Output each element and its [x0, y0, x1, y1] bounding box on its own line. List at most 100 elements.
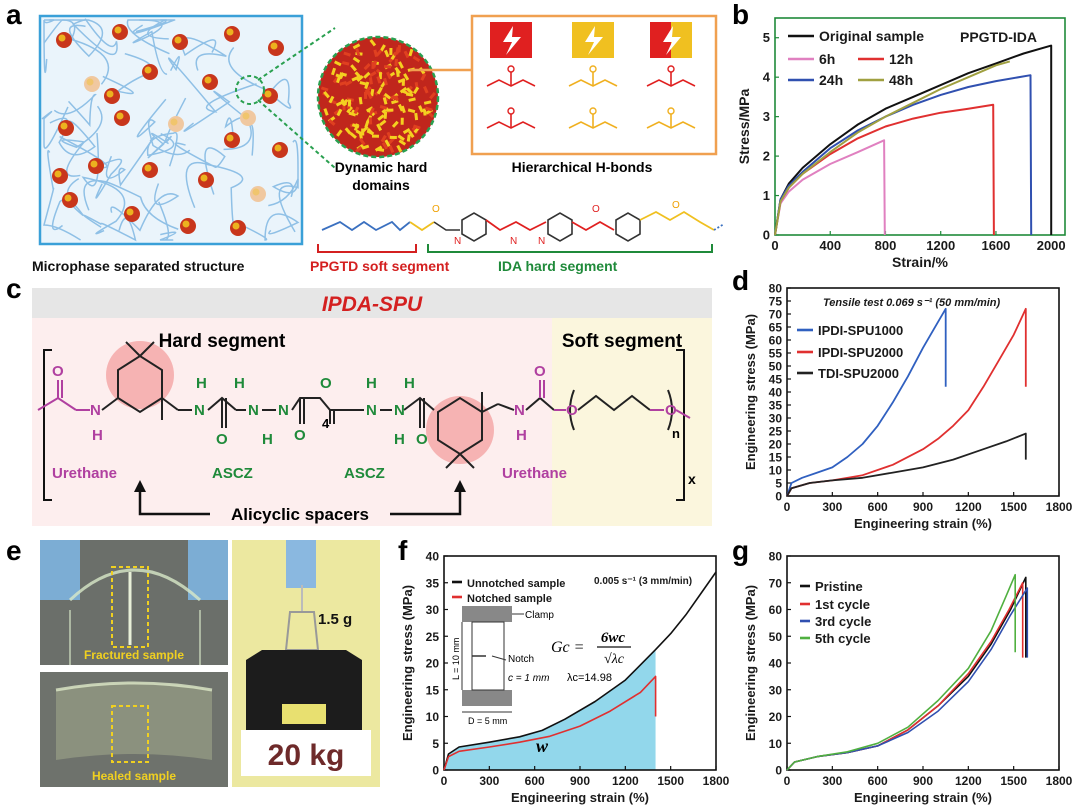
- svg-text:O: O: [534, 363, 546, 380]
- network-chain: [102, 52, 153, 95]
- panel-c: c IPDA-SPU Hard segment Soft segment x: [6, 273, 712, 526]
- x-tick-label: 600: [868, 774, 888, 788]
- sphere-bit: [408, 48, 414, 57]
- oxygen-atom: [589, 107, 597, 115]
- x-tick-label: 2000: [1037, 238, 1066, 253]
- sphere-bit: [383, 77, 388, 86]
- sphere-bit: [361, 125, 369, 133]
- y-tick-label: 75: [769, 295, 783, 309]
- sphere-bit: [355, 145, 363, 153]
- sphere-bit: [358, 137, 366, 146]
- svg-text:H: H: [262, 431, 273, 448]
- series-line: [774, 139, 886, 236]
- sphere-bit: [420, 73, 427, 81]
- caption-hbonds: Hierarchical H-bonds: [512, 159, 653, 175]
- sphere-bit: [423, 85, 429, 94]
- schematic-L: L = 10 mm: [451, 638, 461, 680]
- x-tick-label: 400: [819, 238, 841, 253]
- y-tick-label: 50: [769, 630, 783, 644]
- y-tick-label: 0: [432, 764, 439, 778]
- hard-domain-highlight: [90, 160, 98, 168]
- oxygen-atom: [507, 65, 515, 73]
- legend-label: IPDI-SPU1000: [818, 323, 903, 338]
- sphere-bit: [382, 97, 388, 105]
- ipda-atoms: O N H N H O N H H N O O N H N H O H N H …: [52, 363, 677, 448]
- y-tick-label: 25: [769, 425, 783, 439]
- y-tick-label: 30: [426, 603, 440, 617]
- sphere-bit: [336, 108, 343, 117]
- hbond-molecules: [486, 65, 696, 129]
- legend-label: 5th cycle: [815, 631, 871, 646]
- sphere-bit: [370, 88, 375, 97]
- network-chain: [53, 93, 97, 128]
- network-chain: [71, 18, 118, 56]
- sphere-bit: [364, 120, 370, 128]
- sphere-bit: [379, 119, 387, 127]
- sphere-bit: [412, 124, 421, 130]
- chart-annotation: Tensile test 0.069 s⁻¹ (50 mm/min): [823, 297, 1001, 309]
- mixed-bond-icon-red: [650, 22, 671, 58]
- legend-label: 3rd cycle: [815, 614, 871, 629]
- series-line: [786, 307, 947, 497]
- sphere-bit: [394, 66, 401, 75]
- svg-text:O: O: [592, 204, 600, 215]
- sphere-bit: [401, 78, 405, 86]
- panel-f: f 0 300 600 900 1200 1500 1800 0 5 10 15 20 25 30 35 40…: [398, 535, 730, 805]
- sphere-bit: [368, 117, 373, 125]
- hard-domain-highlight: [144, 164, 152, 172]
- sphere-bit: [378, 72, 382, 80]
- c-sub-4: 4: [322, 416, 330, 431]
- sphere-bit: [374, 145, 383, 152]
- sphere-bit: [429, 92, 436, 100]
- zoom-line-top: [257, 27, 336, 81]
- sphere-bit: [365, 106, 374, 113]
- hard-domain-highlight: [270, 42, 278, 50]
- c-soft-label: Soft segment: [562, 331, 683, 352]
- c-sub-n: n: [672, 426, 680, 441]
- soft-bracket: [317, 244, 417, 253]
- sphere-bit: [358, 131, 363, 139]
- sphere-bit: [412, 86, 420, 95]
- sphere-bit: [422, 108, 427, 116]
- network-chain: [110, 183, 180, 232]
- sphere-bit: [383, 92, 392, 100]
- panel-d: d 0 300 600 900 1200 1500 1800 0510152025303540…: [732, 265, 1073, 531]
- y-tick-label: 70: [769, 576, 783, 590]
- x-tick-label: 1800: [1046, 774, 1073, 788]
- sphere-bit: [383, 111, 388, 119]
- x-tick-label: 1200: [955, 500, 982, 514]
- panel-label-b: b: [732, 0, 749, 30]
- x-tick-label: 900: [913, 500, 933, 514]
- plot-frame: [786, 287, 1060, 497]
- sphere-bit: [364, 86, 372, 94]
- series-line: [786, 573, 1016, 771]
- chart-g: 0 300 600 900 1200 1500 1800 0 10 20 30 40 50 60 70 80 E…: [743, 550, 1073, 806]
- x-tick-label: 800: [875, 238, 897, 253]
- sphere-bit: [406, 134, 411, 142]
- y-tick-label: 15: [769, 451, 783, 465]
- chart-d: 0 300 600 900 1200 1500 1800 051015202530354045…: [743, 282, 1073, 532]
- sphere-bit: [418, 105, 424, 113]
- area-fill: [444, 649, 656, 770]
- sphere-bit: [355, 48, 361, 56]
- spacer-arrow-left: [138, 488, 210, 516]
- sphere-bit: [386, 108, 394, 112]
- panel-label-f: f: [398, 535, 408, 566]
- x-tick-label: 1200: [612, 774, 639, 788]
- sphere-bit: [403, 50, 410, 59]
- x-tick-label: 1200: [926, 238, 955, 253]
- sphere-bit: [344, 127, 352, 135]
- zoom-line-bottom: [257, 99, 336, 169]
- y-tick-label: 25: [426, 630, 440, 644]
- network-chain: [43, 19, 55, 73]
- legend-label: TDI-SPU2000: [818, 366, 899, 381]
- legend-label: IPDI-SPU2000: [818, 345, 903, 360]
- sphere-bit: [377, 114, 385, 121]
- oxygen-atom: [667, 65, 675, 73]
- sphere-bit: [347, 99, 352, 107]
- sphere-bit: [373, 49, 379, 58]
- sphere-bit: [389, 47, 393, 56]
- schematic-D: D = 5 mm: [468, 716, 507, 726]
- x-axis-label: Engineering strain (%): [854, 516, 992, 531]
- x-axis-label: Engineering strain (%): [511, 790, 649, 805]
